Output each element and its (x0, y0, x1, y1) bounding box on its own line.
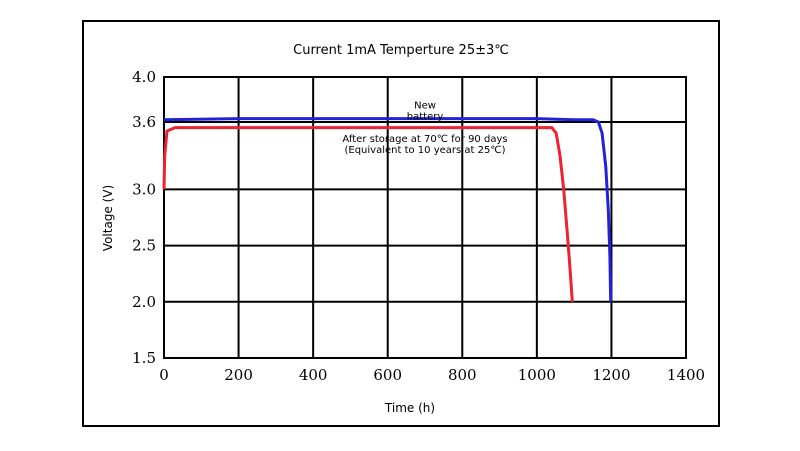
x-axis-label: Time (h) (384, 401, 435, 415)
y-axis-label: Voltage (V) (101, 185, 115, 251)
series-line-after-storage (162, 126, 574, 302)
x-tick-label: 1000 (518, 366, 556, 384)
chart-frame (82, 20, 720, 427)
x-axis-ticks: 0 200 400 600 800 1000 1200 1400 (159, 366, 705, 384)
x-tick-label: 600 (373, 366, 402, 384)
x-tick-label: 200 (224, 366, 253, 384)
series-line-new-battery (163, 117, 613, 302)
y-tick-label: 3.0 (132, 180, 156, 198)
annotation-after-storage: After storage at 70℃ for 90 days (Equival… (342, 134, 507, 156)
y-axis-ticks: 1.5 2.0 2.5 3.0 3.6 4.0 (132, 68, 156, 367)
series-lines (162, 117, 613, 302)
y-tick-label: 1.5 (132, 349, 156, 367)
y-tick-label: 3.6 (132, 113, 156, 131)
annotation-new-battery: New battery (407, 100, 444, 122)
y-tick-label: 2.0 (132, 293, 156, 311)
chart-title: Current 1mA Temperture 25±3℃ (293, 43, 509, 58)
y-tick-label: 2.5 (132, 237, 156, 255)
x-tick-label: 800 (448, 366, 477, 384)
x-tick-label: 0 (159, 366, 169, 384)
plot-area-border (163, 76, 687, 359)
x-tick-label: 1400 (667, 366, 705, 384)
y-tick-label: 4.0 (132, 68, 156, 86)
x-tick-label: 400 (299, 366, 328, 384)
x-tick-label: 1200 (592, 366, 630, 384)
chart-annotations: New battery After storage at 70℃ for 90 da… (342, 100, 507, 156)
